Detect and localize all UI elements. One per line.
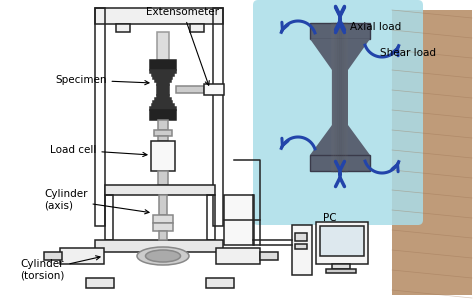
Bar (332, 70, 348, 125)
Ellipse shape (146, 250, 181, 262)
Bar (310, 23, 370, 39)
Bar (316, 222, 368, 264)
FancyBboxPatch shape (253, 0, 423, 225)
Bar (150, 107, 176, 110)
Bar (60, 248, 104, 264)
Text: Specimen: Specimen (55, 75, 149, 85)
Bar (204, 84, 224, 95)
Bar (157, 95, 169, 98)
Bar (155, 98, 171, 101)
Bar (157, 85, 169, 95)
Bar (158, 136, 168, 141)
Bar (332, 264, 350, 269)
Bar (154, 101, 173, 104)
Bar (95, 8, 223, 24)
Text: Axial load: Axial load (350, 22, 401, 32)
Bar (216, 248, 260, 264)
Bar (392, 10, 472, 295)
Bar (158, 120, 168, 130)
Bar (150, 60, 176, 70)
Bar (158, 171, 168, 185)
Bar (105, 185, 215, 195)
Bar (44, 252, 62, 260)
Bar (152, 104, 174, 107)
Text: Cylinder
(torsion): Cylinder (torsion) (20, 256, 100, 281)
Bar (151, 141, 175, 171)
Bar (86, 278, 114, 288)
Bar (95, 8, 105, 226)
Bar (154, 130, 172, 136)
Bar (150, 70, 176, 73)
Bar (326, 269, 356, 273)
Text: Shear load: Shear load (380, 48, 436, 58)
Bar (152, 73, 174, 76)
Bar (207, 195, 215, 240)
Bar (116, 24, 130, 32)
Text: Load cell: Load cell (50, 145, 147, 157)
Text: PC: PC (323, 213, 337, 223)
Bar (105, 195, 113, 240)
Bar (295, 244, 307, 249)
Bar (157, 32, 169, 60)
Text: Cylinder
(axis): Cylinder (axis) (44, 189, 149, 214)
Bar (190, 24, 204, 32)
Polygon shape (310, 39, 370, 70)
Bar (153, 223, 173, 231)
Polygon shape (310, 125, 370, 155)
Bar (157, 82, 169, 85)
Bar (260, 252, 278, 260)
Bar (150, 110, 176, 120)
Bar (154, 76, 173, 79)
Bar (155, 79, 171, 82)
Bar (310, 155, 370, 171)
Bar (224, 195, 254, 245)
Bar (295, 233, 307, 241)
Bar (159, 231, 167, 240)
Bar (95, 240, 223, 252)
Bar (206, 278, 234, 288)
Bar (292, 225, 312, 275)
Text: Extensometer: Extensometer (146, 7, 219, 85)
Ellipse shape (137, 247, 189, 265)
Bar (176, 86, 204, 93)
Bar (320, 226, 364, 256)
Bar (213, 8, 223, 226)
Bar (153, 215, 173, 223)
Bar (159, 195, 167, 215)
